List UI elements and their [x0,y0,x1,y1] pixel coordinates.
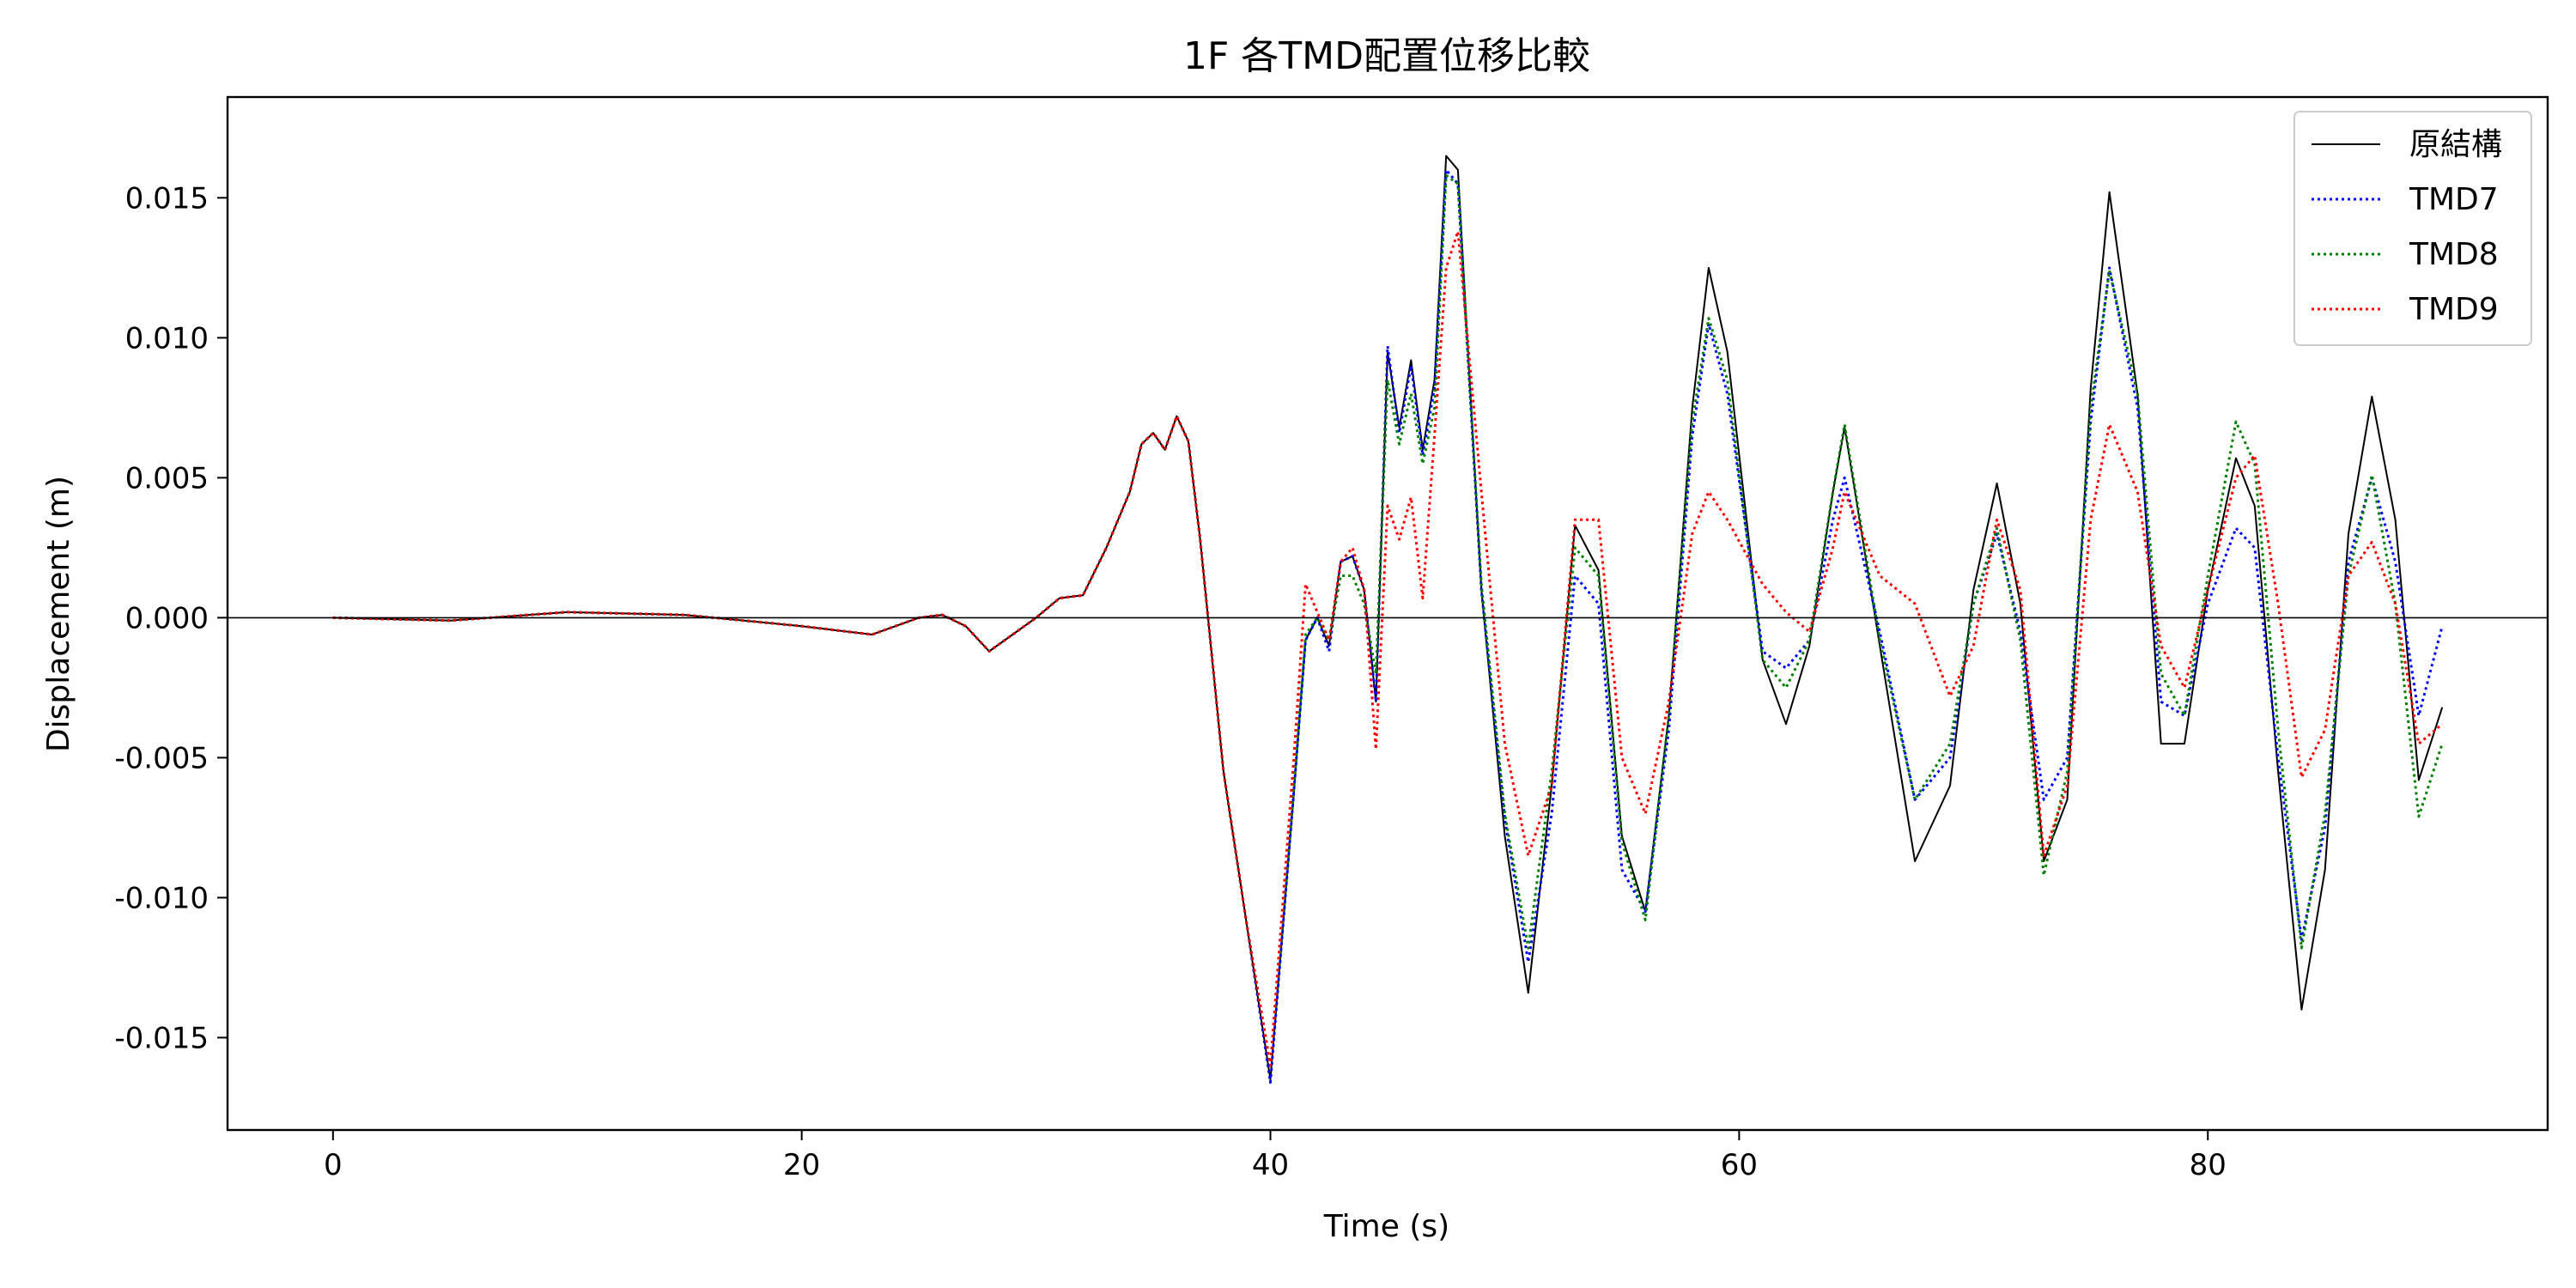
legend-label-3: TMD8 [2409,237,2499,272]
x-axis-ticks: 0 20 40 60 80 [324,1130,2227,1182]
legend-label-2: TMD7 [2409,182,2499,217]
plot-frame [226,95,2549,1132]
series-line-4 [332,230,2444,1067]
y-tick-label: 0.005 [125,461,209,495]
x-axis-label: Time (s) [1323,1209,1449,1244]
y-tick-label: -0.010 [114,881,209,915]
legend-box [2293,111,2532,346]
legend-items: 原結構 TMD7 TMD8 TMD9 [2312,127,2502,327]
x-tick-label: 0 [324,1148,343,1182]
x-tick-label: 60 [1721,1148,1758,1182]
plot-series [332,155,2444,1084]
legend: 原結構 TMD7 TMD8 TMD9 [2293,111,2532,346]
x-tick-label: 40 [1252,1148,1289,1182]
y-tick-label: 0.010 [125,321,209,355]
x-tick-label: 80 [2190,1148,2227,1182]
chart-title: 1F 各TMD配置位移比較 [1183,34,1590,78]
y-tick-label: -0.005 [114,741,209,775]
y-tick-label: 0.000 [125,601,209,635]
y-axis-label: Displacement (m) [41,476,76,752]
series-line-3 [332,173,2444,1067]
y-tick-label: 0.015 [125,181,209,216]
legend-label-1: 原結構 [2409,127,2502,162]
legend-label-4: TMD9 [2409,292,2499,327]
y-axis-ticks: -0.015 -0.010 -0.005 0.000 0.005 0.010 0.015 [114,181,228,1055]
x-tick-label: 20 [783,1148,820,1182]
y-tick-label: -0.015 [114,1021,209,1055]
